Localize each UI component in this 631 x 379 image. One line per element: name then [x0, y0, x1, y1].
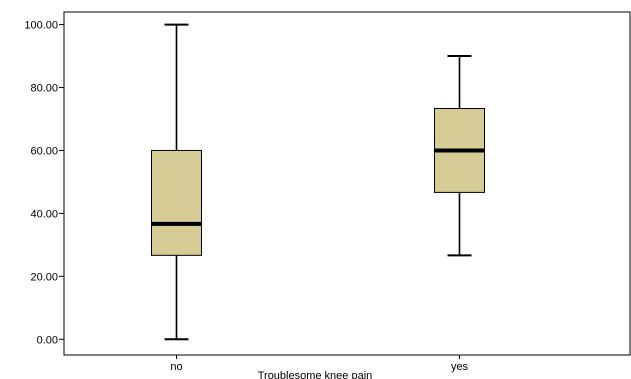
x-tick-label: no: [170, 361, 182, 373]
x-axis-title: Troublesome knee pain: [258, 370, 373, 379]
plot-area-frame: [63, 11, 631, 356]
box-series: [151, 23, 485, 341]
y-tick-label: 100.00: [24, 20, 58, 32]
y-tick-label: 20.00: [30, 271, 58, 283]
y-tick-label: 80.00: [30, 83, 58, 95]
box-no: [151, 23, 202, 341]
y-tick-label: 40.00: [30, 208, 58, 220]
box-iqr: [151, 149, 202, 256]
x-tick-label: yes: [451, 361, 469, 373]
box-yes: [434, 55, 485, 257]
y-tick-label: 0.00: [37, 334, 58, 346]
x-axis: no yes: [170, 355, 469, 373]
y-axis: 0.00 20.00 40.00 60.00 80.00 100.00: [24, 20, 64, 346]
y-tick-label: 60.00: [30, 145, 58, 157]
